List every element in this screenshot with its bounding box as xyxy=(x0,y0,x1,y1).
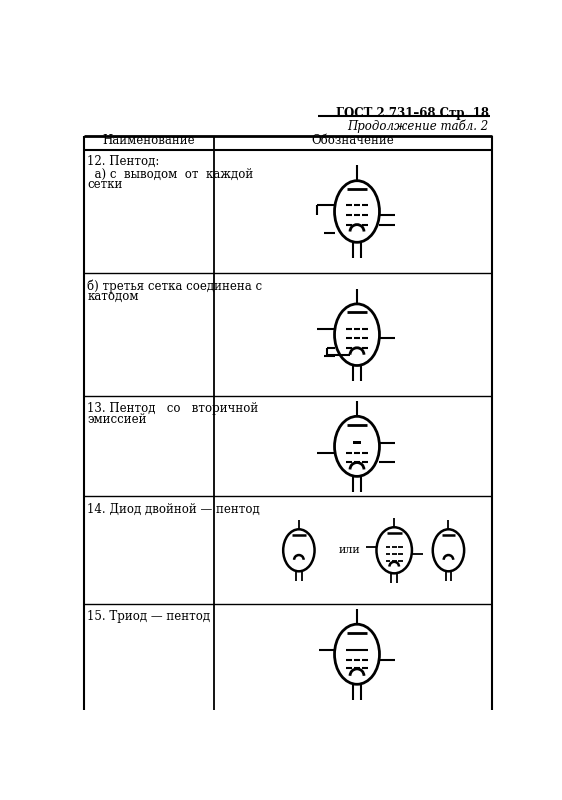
Bar xyxy=(353,441,361,445)
Text: сетки: сетки xyxy=(87,178,123,191)
Text: а) с  выводом  от  каждой: а) с выводом от каждой xyxy=(87,168,253,181)
Text: Обозначение: Обозначение xyxy=(311,134,394,147)
Text: 15. Триод — пентод: 15. Триод — пентод xyxy=(87,610,210,623)
Text: Наименование: Наименование xyxy=(102,134,195,147)
Text: 12. Пентод:: 12. Пентод: xyxy=(87,154,160,167)
Text: Продолжение табл. 2: Продолжение табл. 2 xyxy=(347,119,489,133)
Text: 14. Диод двойной — пентод: 14. Диод двойной — пентод xyxy=(87,502,260,515)
Text: или: или xyxy=(338,546,360,555)
Text: эмиссией: эмиссией xyxy=(87,414,147,426)
Text: б) третья сетка соединена с: б) третья сетка соединена с xyxy=(87,279,262,293)
Text: 13. Пентод   со   вторичной: 13. Пентод со вторичной xyxy=(87,402,259,415)
Text: катодом: катодом xyxy=(87,290,139,303)
Text: ГОСТ 2.731–68 Стр. 18: ГОСТ 2.731–68 Стр. 18 xyxy=(336,106,489,120)
